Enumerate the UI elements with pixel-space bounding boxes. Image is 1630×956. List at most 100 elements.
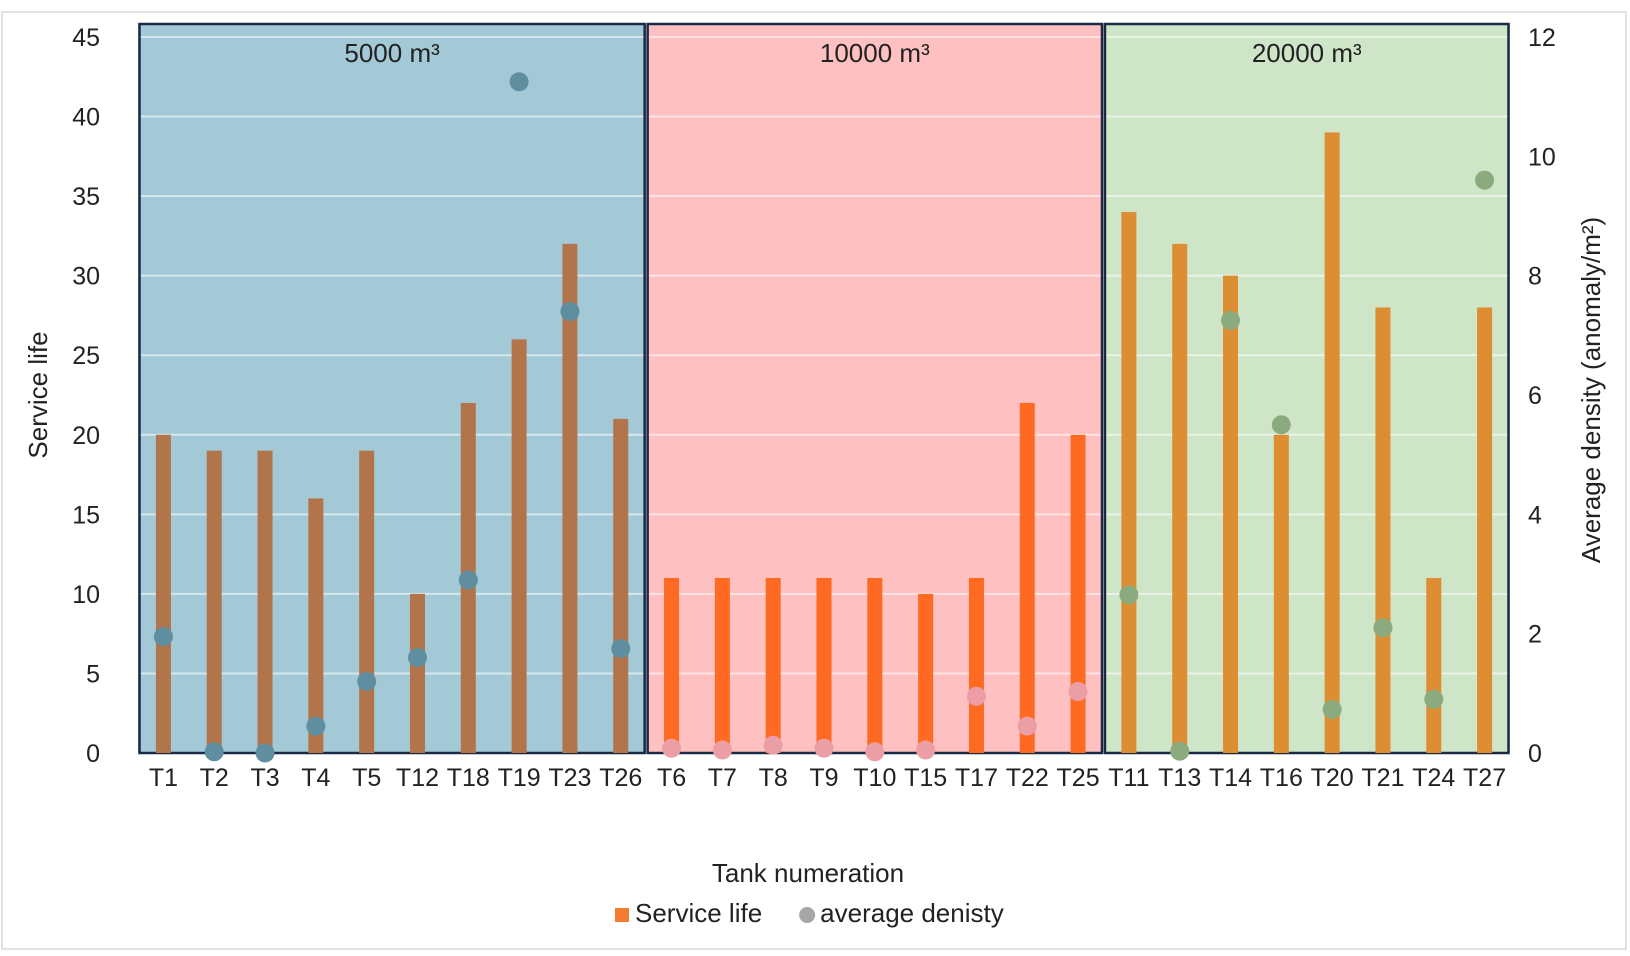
density-point-T4 [306, 716, 326, 736]
y2-tick-label-5: 10 [1528, 143, 1556, 171]
service-life-bar-T17 [968, 577, 984, 753]
group-panel-2 [1103, 24, 1510, 753]
x-tick-label-T10: T10 [853, 764, 896, 792]
density-point-T16 [1271, 415, 1291, 435]
service-life-bar-T27 [1477, 307, 1493, 753]
service-life-bar-T9 [816, 577, 832, 753]
x-tick-label-T26: T26 [599, 764, 642, 792]
service-life-bar-T22 [1019, 402, 1035, 753]
service-life-bar-T8 [765, 577, 781, 753]
legend-label-1: average denisty [820, 898, 1004, 928]
service-life-bar-T13 [1172, 243, 1188, 753]
density-point-T6 [662, 738, 682, 758]
legend-label-0: Service life [635, 898, 762, 928]
x-tick-label-T3: T3 [250, 764, 279, 792]
y-tick-label-2: 10 [72, 581, 100, 609]
service-life-bar-T19 [511, 339, 527, 753]
group-panel-border-2 [1103, 22, 1510, 755]
x-tick-label-T9: T9 [809, 764, 838, 792]
service-life-bar-T24 [1426, 577, 1442, 753]
x-tick-label-T6: T6 [657, 764, 686, 792]
density-point-T19 [509, 72, 529, 92]
service-life-bar-T3 [257, 450, 273, 753]
x-tick-label-T21: T21 [1361, 764, 1404, 792]
legend-swatch-0 [615, 908, 629, 922]
service-life-bar-T10 [867, 577, 883, 753]
y-tick-label-5: 25 [72, 342, 100, 370]
y-tick-label-1: 5 [86, 660, 100, 688]
y2-tick-label-1: 2 [1528, 621, 1542, 649]
x-tick-label-T5: T5 [352, 764, 381, 792]
y2-tick-label-6: 12 [1528, 24, 1556, 52]
y2-tick-label-4: 8 [1528, 263, 1542, 291]
x-tick-label-T7: T7 [708, 764, 737, 792]
x-tick-label-T14: T14 [1209, 764, 1252, 792]
service-life-bar-T1 [155, 434, 171, 753]
x-tick-label-T11: T11 [1108, 764, 1149, 792]
density-point-T18 [458, 570, 478, 590]
service-life-bar-T25 [1070, 434, 1086, 753]
y-tick-label-9: 45 [72, 24, 100, 52]
x-tick-label-T17: T17 [955, 764, 998, 792]
y-tick-label-6: 30 [72, 263, 100, 291]
service-life-bar-T26 [613, 418, 629, 753]
service-life-bar-T21 [1375, 307, 1391, 753]
density-point-T14 [1221, 310, 1241, 330]
group-panel-0 [138, 24, 647, 753]
density-point-T21 [1373, 618, 1393, 638]
x-tick-label-T19: T19 [498, 764, 541, 792]
x-tick-label-T18: T18 [447, 764, 490, 792]
y2-tick-label-3: 6 [1528, 382, 1542, 410]
density-point-T5 [357, 671, 377, 691]
group-label-0: 5000 m³ [344, 38, 440, 68]
service-life-bar-T2 [206, 450, 222, 753]
x-tick-label-T27: T27 [1463, 764, 1506, 792]
density-point-T26 [611, 639, 631, 659]
legend: Service life average denisty [615, 898, 1004, 928]
density-point-T25 [1068, 682, 1088, 702]
density-point-T11 [1119, 585, 1139, 605]
density-point-T2 [204, 742, 224, 762]
x-tick-label-T20: T20 [1311, 764, 1354, 792]
x-tick-label-T12: T12 [396, 764, 439, 792]
density-point-T24 [1424, 689, 1444, 709]
y-axis-label: Service life [23, 331, 53, 458]
y2-axis-label: Average density (anomaly/m²) [1576, 217, 1606, 563]
service-life-bar-T6 [664, 577, 680, 753]
legend-swatch-1 [799, 907, 816, 923]
y2-tick-label-0: 0 [1528, 740, 1542, 768]
density-point-T1 [153, 627, 173, 647]
density-point-T23 [560, 301, 580, 321]
service-life-bar-T11 [1121, 212, 1137, 753]
density-point-T10 [865, 742, 885, 762]
x-tick-label-T8: T8 [759, 764, 788, 792]
service-life-bar-T5 [359, 450, 375, 753]
density-point-T22 [1017, 716, 1037, 736]
y-tick-label-8: 40 [72, 104, 100, 132]
x-tick-label-T25: T25 [1057, 764, 1100, 792]
service-life-bar-T12 [409, 593, 425, 753]
density-point-T3 [255, 743, 275, 763]
x-tick-label-T4: T4 [301, 764, 330, 792]
density-point-T20 [1322, 699, 1342, 719]
service-life-bar-T14 [1223, 275, 1239, 753]
y-tick-label-7: 35 [72, 183, 100, 211]
x-tick-label-T13: T13 [1158, 764, 1201, 792]
density-point-T7 [712, 740, 732, 760]
x-axis-label: Tank numeration [712, 858, 904, 888]
x-tick-label-T15: T15 [904, 764, 947, 792]
group-label-1: 10000 m³ [820, 38, 930, 68]
density-point-T12 [407, 648, 427, 668]
service-life-bar-T15 [918, 593, 934, 753]
x-tick-label-T2: T2 [200, 764, 229, 792]
group-label-2: 20000 m³ [1252, 38, 1362, 68]
x-tick-label-T16: T16 [1260, 764, 1303, 792]
density-point-T27 [1475, 170, 1495, 190]
service-life-bar-T23 [562, 243, 578, 753]
density-point-T13 [1170, 741, 1190, 761]
density-point-T15 [916, 740, 936, 760]
x-tick-label-T22: T22 [1006, 764, 1049, 792]
y-tick-label-4: 20 [72, 422, 100, 450]
